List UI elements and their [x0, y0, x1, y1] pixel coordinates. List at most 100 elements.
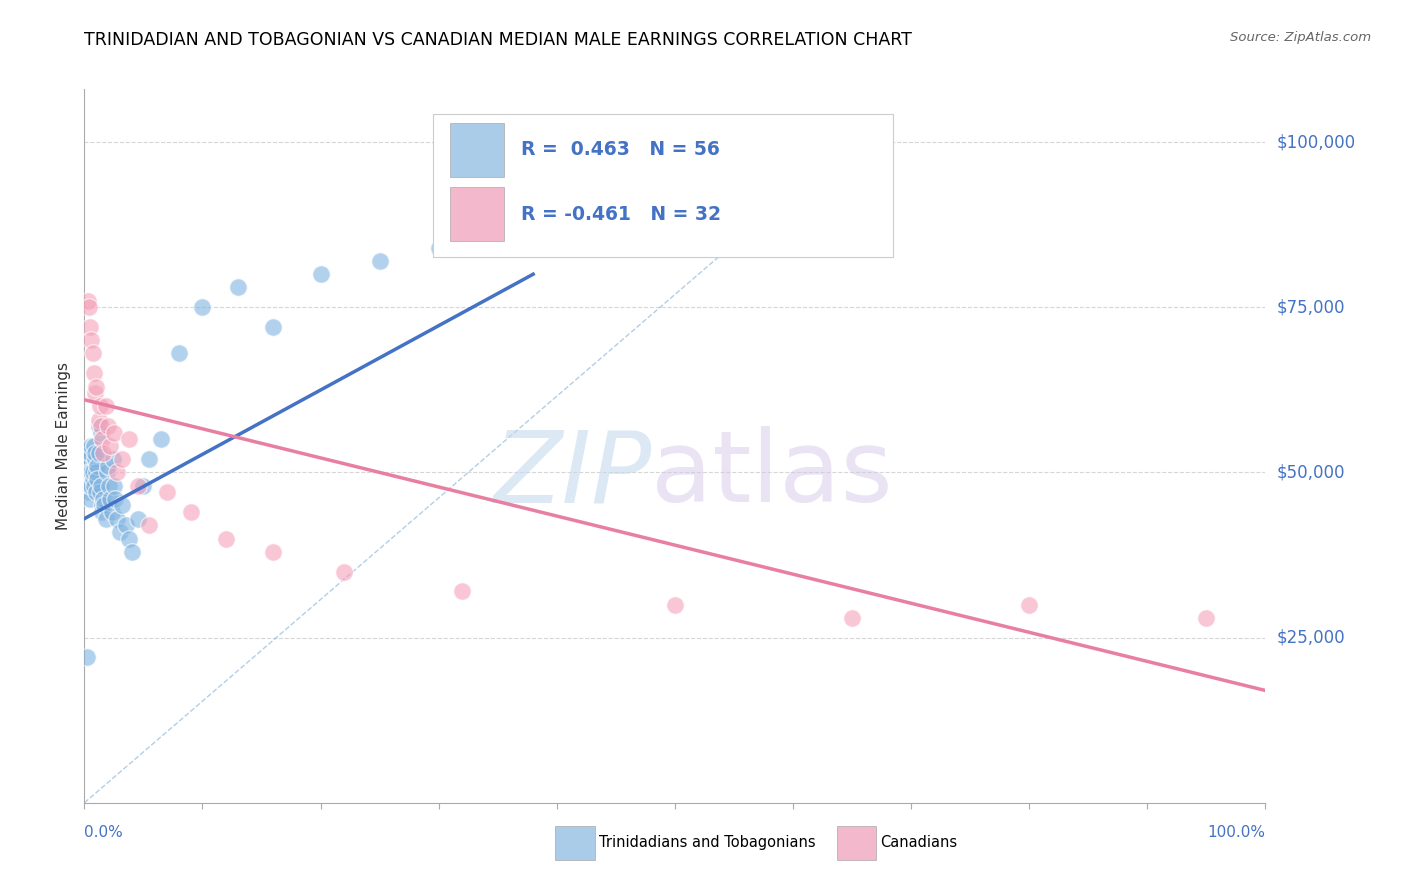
Point [79, 445, 101, 459]
Point [87, 445, 110, 459]
Text: $25,000: $25,000 [1277, 629, 1346, 647]
Point [93, 499, 115, 513]
Point [121, 545, 143, 559]
Point [97, 419, 120, 434]
Point [127, 511, 149, 525]
Text: TRINIDADIAN AND TOBAGONIAN VS CANADIAN MEDIAN MALE EARNINGS CORRELATION CHART: TRINIDADIAN AND TOBAGONIAN VS CANADIAN M… [84, 31, 912, 49]
Point [96, 466, 118, 480]
Point [333, 565, 356, 579]
Point [84, 452, 107, 467]
Point [94, 400, 117, 414]
Text: $75,000: $75,000 [1277, 298, 1346, 317]
Point [451, 584, 474, 599]
Point [77, 300, 100, 314]
Point [84, 445, 107, 459]
Point [82, 346, 104, 360]
Point [83, 367, 105, 381]
Point [98, 478, 121, 492]
Point [107, 511, 129, 525]
Point [309, 267, 332, 281]
FancyBboxPatch shape [450, 123, 503, 177]
Point [118, 433, 141, 447]
Point [368, 254, 391, 268]
FancyBboxPatch shape [433, 114, 893, 257]
Point [118, 532, 141, 546]
Point [86, 472, 108, 486]
Y-axis label: Median Male Earnings: Median Male Earnings [56, 362, 72, 530]
Point [97, 458, 120, 473]
Point [79, 491, 101, 506]
Point [156, 485, 179, 500]
Point [111, 499, 134, 513]
Point [111, 452, 134, 467]
Point [127, 478, 149, 492]
Point [84, 466, 107, 480]
Point [103, 425, 125, 440]
Text: R =  0.463   N = 56: R = 0.463 N = 56 [522, 140, 720, 160]
Text: $100,000: $100,000 [1277, 133, 1355, 151]
Point [76, 650, 98, 665]
Point [89, 400, 111, 414]
Point [83, 478, 105, 492]
Point [84, 379, 107, 393]
Point [80, 466, 103, 480]
Point [180, 505, 202, 519]
Point [167, 346, 190, 360]
Point [83, 439, 105, 453]
Point [98, 439, 121, 453]
Point [80, 478, 103, 492]
Point [77, 485, 100, 500]
Point [262, 545, 284, 559]
Point [82, 472, 104, 486]
Point [86, 458, 108, 473]
Text: ZIP: ZIP [494, 426, 651, 523]
Point [91, 499, 114, 513]
Point [215, 532, 238, 546]
Text: Source: ZipAtlas.com: Source: ZipAtlas.com [1230, 31, 1371, 45]
Point [138, 452, 160, 467]
Point [87, 412, 110, 426]
Point [103, 478, 125, 492]
Point [98, 491, 121, 506]
Point [91, 505, 114, 519]
Point [89, 485, 111, 500]
Point [107, 466, 129, 480]
Point [91, 433, 114, 447]
Point [77, 466, 100, 480]
Text: 100.0%: 100.0% [1208, 825, 1265, 840]
Text: $50,000: $50,000 [1277, 464, 1346, 482]
FancyBboxPatch shape [450, 187, 503, 241]
Point [90, 478, 112, 492]
Point [226, 280, 249, 294]
Text: R = -0.461   N = 32: R = -0.461 N = 32 [522, 204, 721, 224]
Point [104, 491, 127, 506]
Point [101, 452, 124, 467]
Text: Canadians: Canadians [880, 836, 957, 850]
Point [262, 320, 284, 334]
Point [77, 293, 100, 308]
Point [1195, 611, 1218, 625]
Point [84, 386, 107, 401]
Point [77, 478, 100, 492]
Point [114, 518, 136, 533]
Point [191, 300, 214, 314]
Point [1018, 598, 1040, 612]
Point [150, 433, 173, 447]
Point [84, 485, 107, 500]
Text: atlas: atlas [651, 426, 893, 523]
Point [100, 505, 122, 519]
Point [94, 511, 117, 525]
Point [108, 524, 131, 539]
Point [91, 491, 114, 506]
Point [77, 452, 100, 467]
Point [87, 419, 110, 434]
Point [138, 518, 160, 533]
Point [90, 419, 112, 434]
Text: Trinidadians and Tobagonians: Trinidadians and Tobagonians [599, 836, 815, 850]
Point [132, 478, 155, 492]
Point [664, 598, 686, 612]
Point [80, 333, 103, 347]
Point [80, 439, 103, 453]
Point [427, 241, 450, 255]
Point [82, 466, 104, 480]
